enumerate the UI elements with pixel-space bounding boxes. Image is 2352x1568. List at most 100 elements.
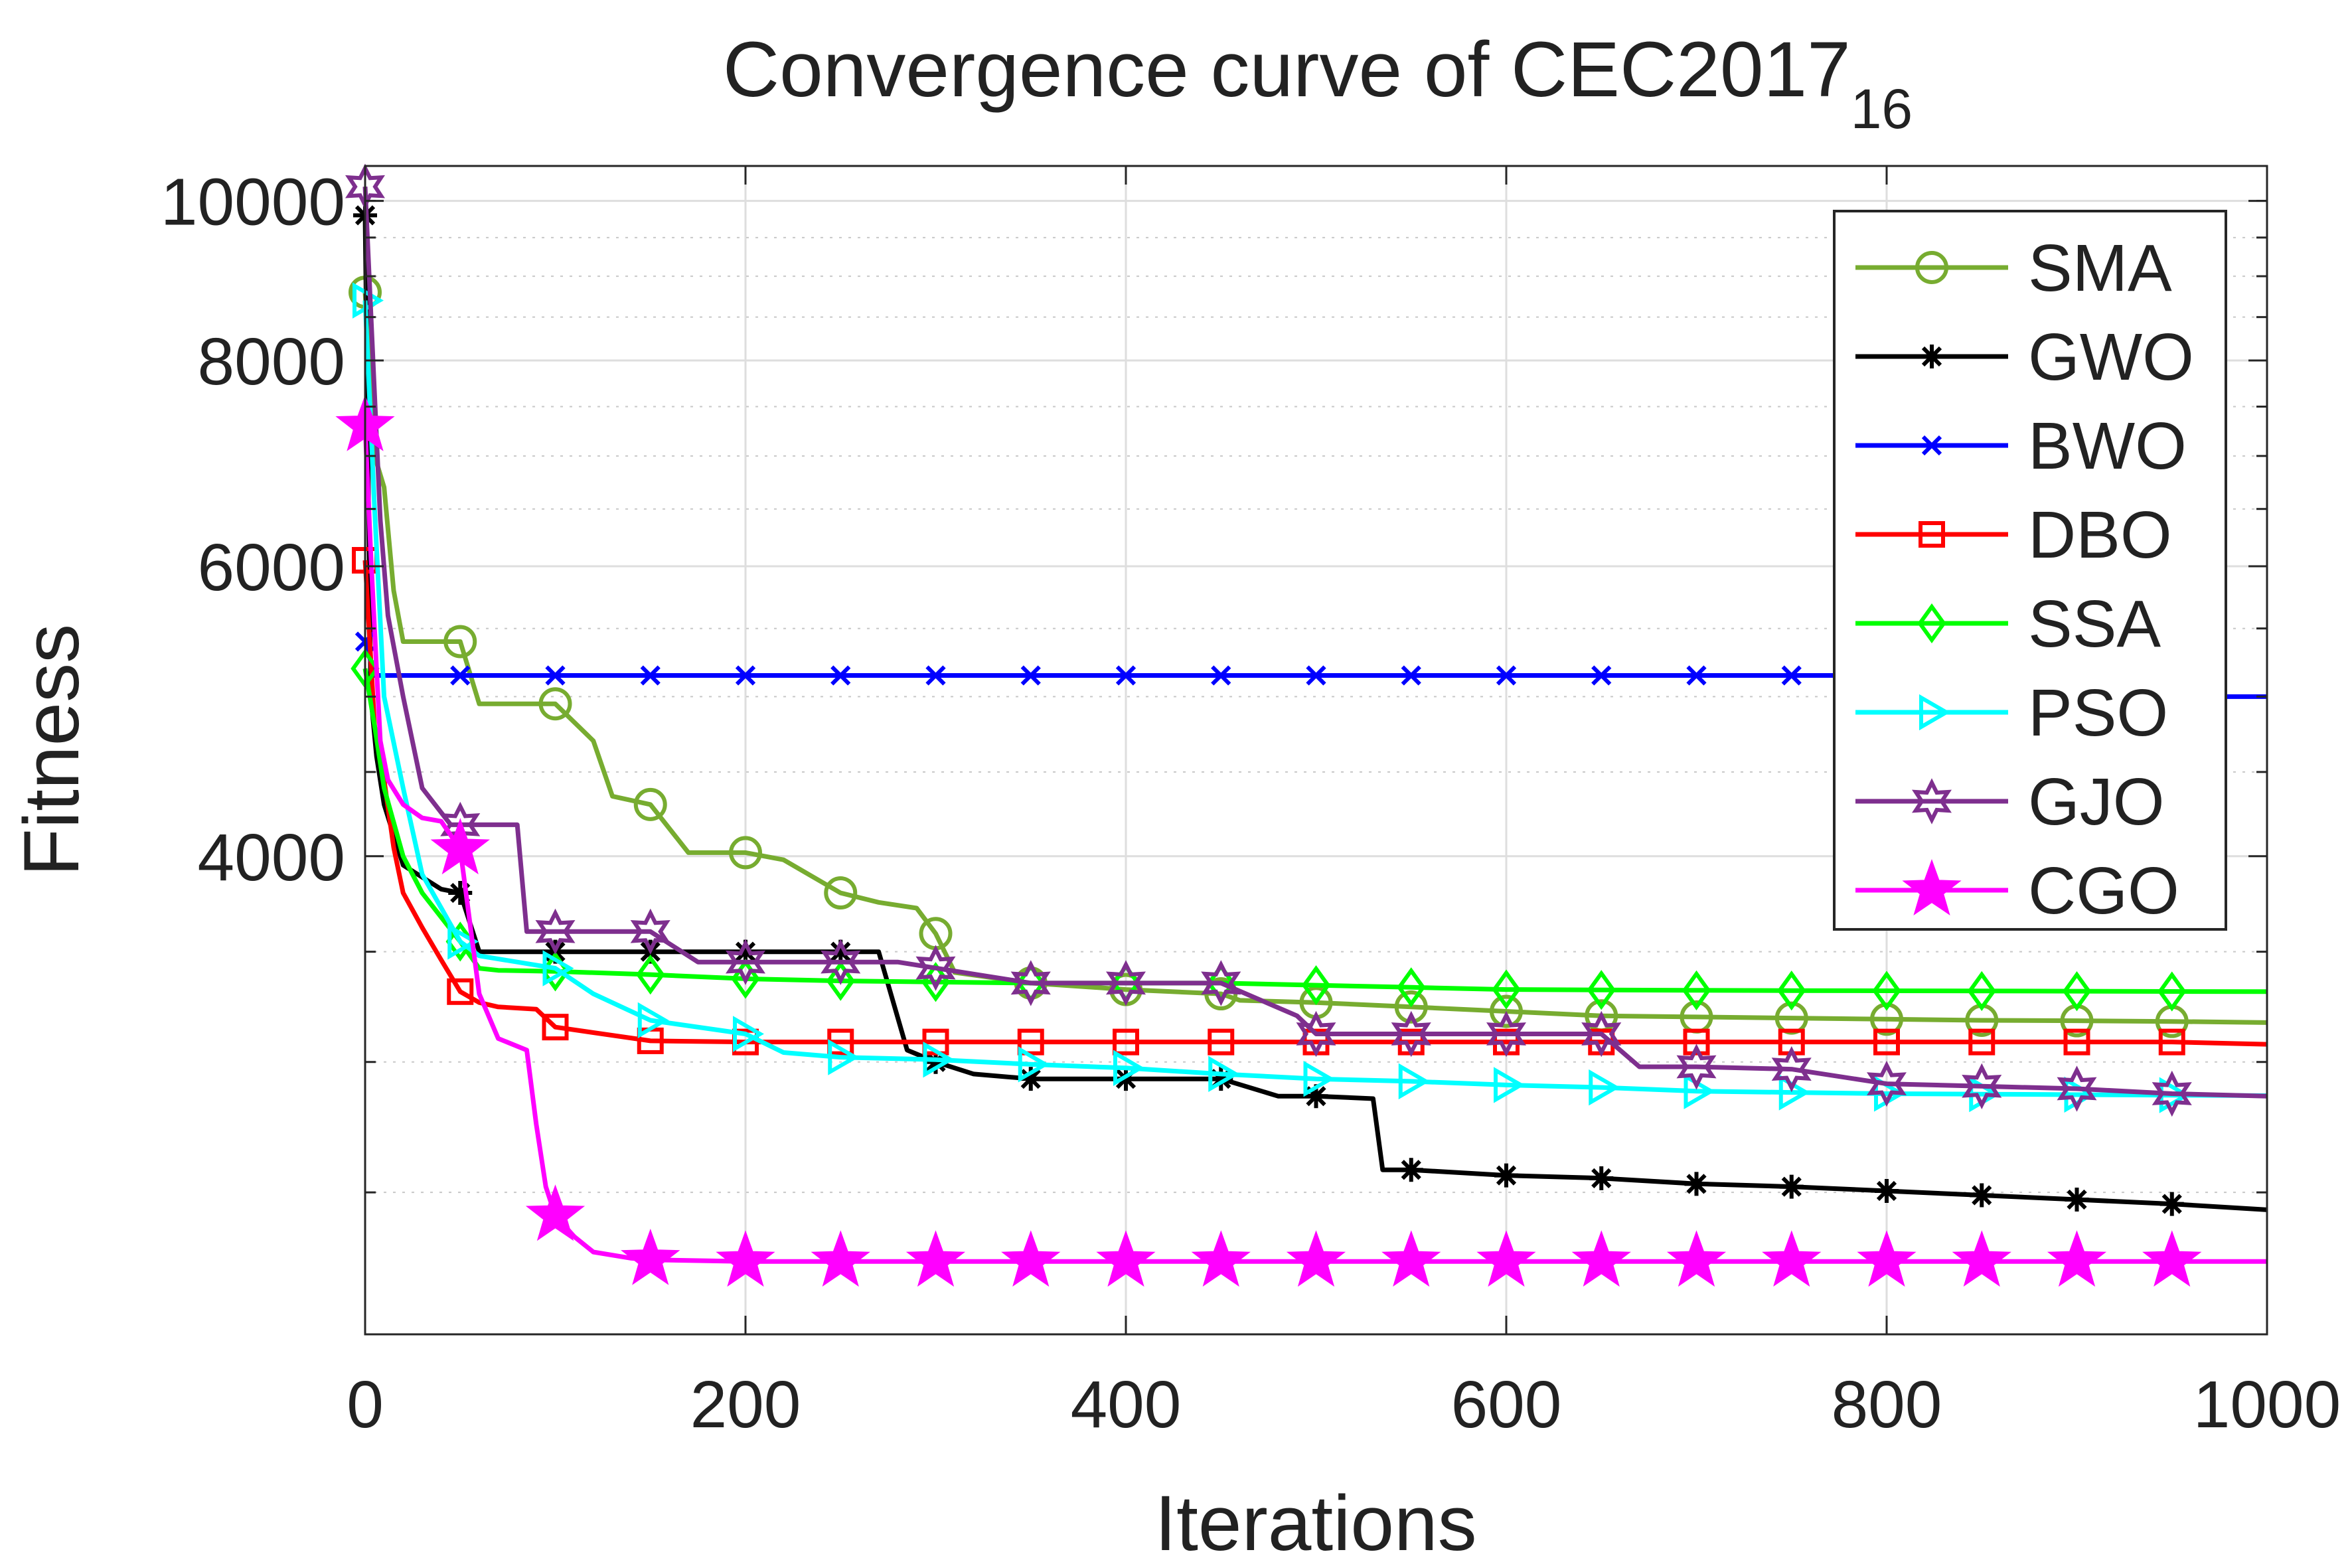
legend-marker-ssa xyxy=(1917,603,1946,644)
data-point-bwo xyxy=(735,665,756,686)
data-point-gjo xyxy=(1962,1063,2002,1110)
data-point-bwo xyxy=(830,665,851,686)
data-point-pso xyxy=(828,1039,860,1075)
data-point-gwo xyxy=(1494,1163,1518,1188)
data-point-ssa xyxy=(1492,969,1521,1010)
data-point-cgo xyxy=(905,1230,966,1287)
data-point-bwo xyxy=(1020,665,1041,686)
series-line-dbo xyxy=(362,560,2268,1047)
data-point-pso xyxy=(1113,1050,1144,1086)
data-point-gjo xyxy=(1581,1010,1622,1058)
series-gwo xyxy=(353,203,2268,1216)
data-point-cgo xyxy=(2142,1230,2202,1287)
legend-marker-cgo xyxy=(1902,859,1962,915)
chart-title: Convergence curve of CEC201716 xyxy=(723,26,1913,140)
legend: SMA GWO BWO DBO SSA PSO GJO CGO xyxy=(1833,210,2227,931)
legend-marker-gwo xyxy=(1920,345,1944,368)
data-point-ssa xyxy=(1587,970,1616,1010)
y-tick-label: 8000 xyxy=(198,325,345,399)
data-point-cgo xyxy=(811,1230,870,1287)
data-point-gwo xyxy=(448,881,473,905)
data-point-cgo xyxy=(430,818,490,875)
legend-label-gwo: GWO xyxy=(2028,320,2194,394)
series-line-pso xyxy=(362,300,2268,1098)
data-point-cgo xyxy=(1191,1230,1251,1287)
data-point-gjo xyxy=(2152,1070,2192,1117)
data-point-ssa xyxy=(1301,965,1331,1006)
data-point-gwo xyxy=(1779,1174,1804,1199)
data-point-gjo xyxy=(1296,1010,1336,1058)
data-point-bwo xyxy=(545,665,566,686)
data-point-gjo xyxy=(915,945,956,991)
series-gjo xyxy=(345,163,2268,1117)
data-point-bwo xyxy=(1781,665,1802,686)
legend-marker-dbo xyxy=(1919,521,1945,548)
axis-ticks: 0 200 400 600 800 1000 4000 6000 8000 10000 xyxy=(161,165,2341,1442)
data-point-gwo xyxy=(828,939,853,964)
data-point-sma xyxy=(1490,994,1523,1028)
legend-marker-bwo xyxy=(1921,435,1942,456)
data-point-gjo xyxy=(821,939,861,985)
data-point-dbo xyxy=(2063,1028,2090,1056)
data-point-sma xyxy=(729,836,762,870)
x-tick-label: 400 xyxy=(1071,1368,1182,1442)
data-point-pso xyxy=(447,923,479,960)
legend-item-gwo: GWO xyxy=(1855,320,2194,394)
data-point-pso xyxy=(733,1016,764,1052)
legend-box xyxy=(1833,210,2227,931)
data-point-ssa xyxy=(1777,971,1806,1011)
data-point-gwo xyxy=(1875,1179,1899,1204)
data-point-ssa xyxy=(636,954,665,995)
x-axis-label: Iterations xyxy=(1154,1480,1476,1567)
y-axis-label: Fitness xyxy=(8,624,96,876)
series-cgo xyxy=(335,394,2267,1287)
data-point-ssa xyxy=(2062,971,2092,1012)
data-point-cgo xyxy=(1762,1230,1822,1287)
legend-label-ssa: SSA xyxy=(2028,587,2161,661)
data-point-sma xyxy=(1394,990,1428,1024)
legend-marker-gjo xyxy=(1912,778,1952,824)
data-point-bwo xyxy=(1115,665,1137,686)
data-point-ssa xyxy=(826,961,855,1001)
x-tick-label: 0 xyxy=(347,1368,384,1442)
chart-title-subscript: 16 xyxy=(1851,78,1913,140)
series-pso xyxy=(353,282,2268,1113)
x-tick-label: 800 xyxy=(1832,1368,1942,1442)
data-point-gwo xyxy=(2159,1192,2184,1216)
data-point-gjo xyxy=(1486,1010,1526,1058)
data-point-dbo xyxy=(2158,1028,2185,1056)
legend-label-dbo: DBO xyxy=(2028,498,2172,572)
data-point-sma xyxy=(443,625,477,659)
data-point-bwo xyxy=(1306,665,1326,686)
data-point-pso xyxy=(353,282,384,319)
data-point-bwo xyxy=(1686,665,1707,686)
data-point-cgo xyxy=(1001,1230,1061,1287)
data-point-gjo xyxy=(630,908,670,955)
y-tick-label: 6000 xyxy=(198,530,345,605)
legend-item-bwo: BWO xyxy=(1855,409,2187,483)
data-point-ssa xyxy=(1967,971,1996,1011)
data-point-pso xyxy=(542,950,574,986)
data-point-gwo xyxy=(923,1050,948,1074)
legend-item-ssa: SSA xyxy=(1855,587,2161,661)
data-point-gwo xyxy=(1209,1067,1233,1091)
legend-label-pso: PSO xyxy=(2028,676,2168,750)
data-point-ssa xyxy=(1397,967,1426,1008)
legend-item-pso: PSO xyxy=(1855,676,2168,750)
data-point-pso xyxy=(637,1002,669,1039)
data-point-gwo xyxy=(1589,1166,1614,1190)
series-layer xyxy=(335,163,2268,1287)
data-point-gjo xyxy=(1771,1046,1812,1093)
x-tick-label: 600 xyxy=(1451,1368,1562,1442)
data-point-pso xyxy=(1494,1067,1525,1103)
data-point-sma xyxy=(538,687,572,721)
data-point-bwo xyxy=(1211,665,1231,686)
legend-item-sma: SMA xyxy=(1855,231,2172,305)
data-point-pso xyxy=(1303,1060,1335,1097)
data-point-cgo xyxy=(1857,1230,1917,1287)
legend-marker-pso xyxy=(1919,694,1950,731)
legend-label-bwo: BWO xyxy=(2028,409,2187,483)
data-point-dbo xyxy=(1873,1028,1900,1056)
data-point-bwo xyxy=(450,665,471,686)
